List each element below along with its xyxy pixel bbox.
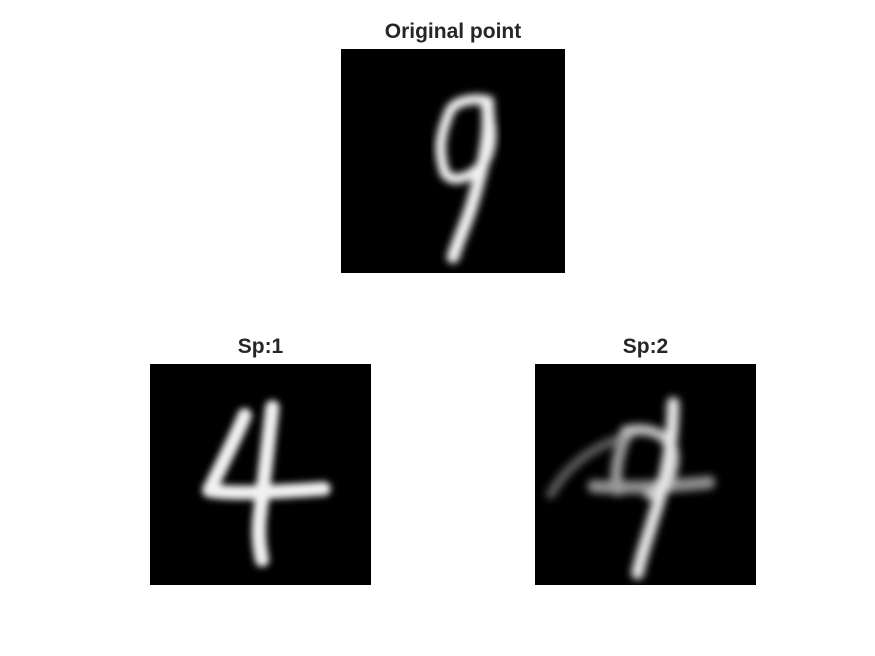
panel-title: Sp:2 <box>622 335 669 358</box>
digit-image-blend <box>535 364 756 585</box>
sp2-panel: Sp:2 <box>535 335 756 585</box>
panel-title: Sp:1 <box>237 335 284 358</box>
sp1-panel: Sp:1 <box>150 335 371 585</box>
digit-nine-drawing <box>435 94 497 264</box>
panel-title: Original point <box>384 20 522 43</box>
digit-image-nine <box>341 49 565 273</box>
digit-image-four <box>150 364 371 585</box>
digit-blend-drawing <box>546 397 716 580</box>
digit-four-drawing <box>202 400 331 567</box>
original-point-panel: Original point <box>341 20 565 273</box>
